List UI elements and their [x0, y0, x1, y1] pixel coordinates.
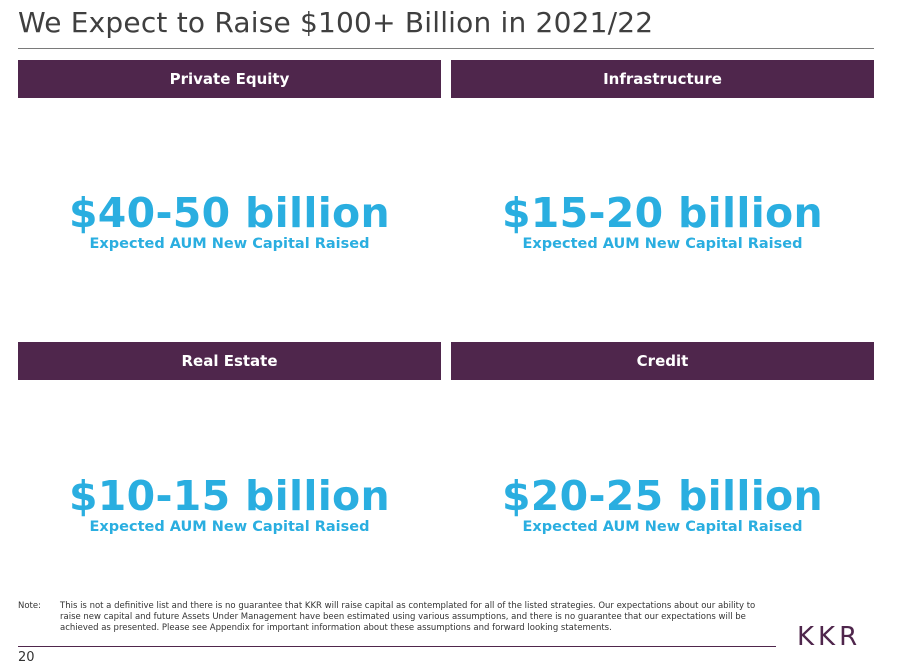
segment-caption-real-estate: Expected AUM New Capital Raised: [89, 519, 370, 535]
page-title: We Expect to Raise $100+ Billion in 2021…: [18, 6, 654, 39]
segment-header-credit: Credit: [451, 342, 874, 380]
segment-amount-private-equity: $40-50 billion: [68, 189, 391, 237]
segment-header-infrastructure: Infrastructure: [451, 60, 874, 98]
segment-caption-infrastructure: Expected AUM New Capital Raised: [522, 236, 803, 252]
note-text: This is not a definitive list and there …: [60, 601, 756, 633]
segment-header-real-estate: Real Estate: [18, 342, 441, 380]
segment-amount-credit: $20-25 billion: [501, 472, 824, 520]
segment-amount-real-estate: $10-15 billion: [68, 472, 391, 520]
segment-caption-private-equity: Expected AUM New Capital Raised: [89, 236, 370, 252]
note-label: Note:: [18, 601, 41, 611]
segment-caption-credit: Expected AUM New Capital Raised: [522, 519, 803, 535]
kkr-logo: KKR: [797, 622, 862, 652]
page-number: 20: [18, 650, 35, 665]
segment-amount-infrastructure: $15-20 billion: [501, 189, 824, 237]
title-divider: [18, 48, 874, 49]
footer-divider: [18, 646, 776, 647]
segment-header-private-equity: Private Equity: [18, 60, 441, 98]
